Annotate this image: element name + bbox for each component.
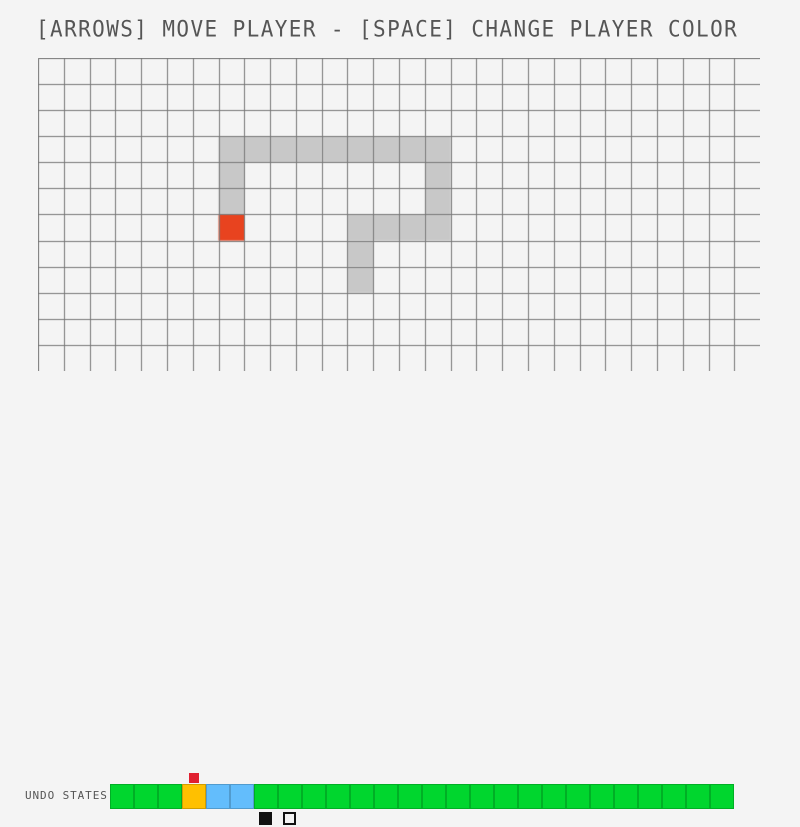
game-grid[interactable] (38, 58, 760, 371)
undo-state-cell[interactable] (614, 784, 638, 809)
undo-state-cell[interactable] (590, 784, 614, 809)
undo-state-cell[interactable] (158, 784, 182, 809)
undo-current-marker (189, 773, 199, 783)
undo-state-cell[interactable] (326, 784, 350, 809)
undo-states-panel: UNDO STATES: (0, 386, 800, 825)
undo-state-cell[interactable] (230, 784, 254, 809)
undo-state-cell[interactable] (710, 784, 734, 809)
undo-state-cell[interactable] (134, 784, 158, 809)
undo-state-cell[interactable] (446, 784, 470, 809)
undo-state-cell[interactable] (638, 784, 662, 809)
undo-state-cell[interactable] (278, 784, 302, 809)
undo-state-cell[interactable] (566, 784, 590, 809)
undo-state-cell[interactable] (494, 784, 518, 809)
undo-top-markers (110, 772, 736, 784)
title-bar: [ARROWS] MOVE PLAYER - [SPACE] CHANGE PL… (36, 14, 776, 44)
undo-state-cell[interactable] (182, 784, 206, 809)
undo-state-cell[interactable] (662, 784, 686, 809)
undo-state-cell[interactable] (470, 784, 494, 809)
undo-state-cell[interactable] (206, 784, 230, 809)
undo-state-cell[interactable] (374, 784, 398, 809)
undo-state-cell[interactable] (686, 784, 710, 809)
undo-state-cell[interactable] (422, 784, 446, 809)
undo-state-cell[interactable] (518, 784, 542, 809)
undo-state-cell[interactable] (254, 784, 278, 809)
page-title: [ARROWS] MOVE PLAYER - [SPACE] CHANGE PL… (36, 16, 739, 42)
undo-state-cell[interactable] (542, 784, 566, 809)
undo-cursor-hollow (283, 812, 296, 825)
undo-cursor-filled (259, 812, 272, 825)
undo-states-label: UNDO STATES: (25, 789, 116, 802)
undo-state-cell[interactable] (110, 784, 134, 809)
game-grid-canvas[interactable] (38, 58, 760, 371)
undo-state-cell[interactable] (398, 784, 422, 809)
undo-cursor-markers (110, 811, 736, 827)
undo-state-cell[interactable] (350, 784, 374, 809)
undo-state-cell[interactable] (302, 784, 326, 809)
undo-states-bar[interactable] (110, 784, 734, 809)
